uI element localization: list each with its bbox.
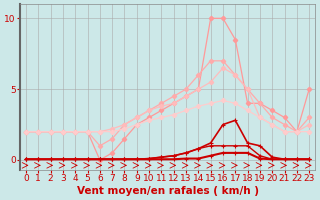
X-axis label: Vent moyen/en rafales ( km/h ): Vent moyen/en rafales ( km/h ) xyxy=(76,186,259,196)
